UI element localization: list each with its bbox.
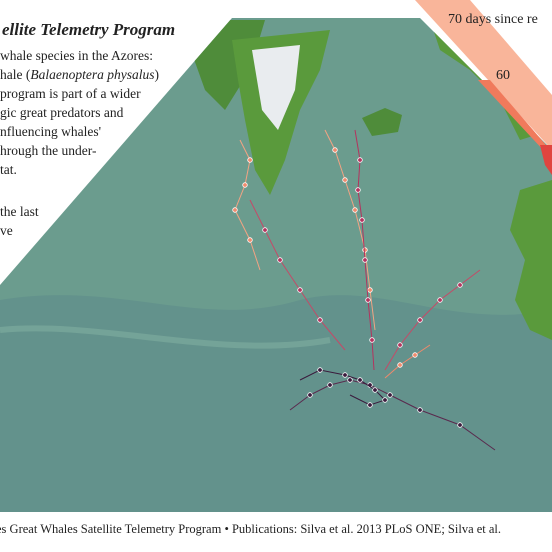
legend-tick: 60 (496, 68, 510, 83)
legend-title: 70 days since re (448, 12, 538, 27)
intro-text-part: gic great predators and (0, 105, 124, 120)
intro-text-part: program is part of a wider (0, 86, 141, 101)
intro-text-part: hale ( (0, 67, 31, 82)
intro-text-part: whale species in the Azores: (0, 48, 153, 63)
track (232, 139, 261, 271)
track (384, 269, 481, 371)
track (249, 199, 346, 351)
intro-line: whale species in the Azores: (0, 48, 153, 63)
track (354, 129, 375, 371)
title: ellite Telemetry Program (2, 20, 175, 39)
intro-text-part: ) (154, 67, 159, 82)
intro-text-part: nfluencing whales' (0, 124, 101, 139)
intro-line: tat. (0, 162, 17, 177)
intro-text-part: Balaenoptera physalus (30, 67, 154, 82)
track (299, 367, 388, 408)
intro-text-part: tat. (0, 162, 17, 177)
intro-line: hrough the under- (0, 143, 97, 158)
intro-text-part: the last (0, 204, 39, 219)
intro-line: nfluencing whales' (0, 124, 101, 139)
track (384, 344, 431, 379)
intro-text-part: ve (0, 223, 13, 238)
intro-line: gic great predators and (0, 105, 124, 120)
intro-text-part: hrough the under- (0, 143, 97, 158)
whale-tracks (232, 129, 496, 451)
footer: es Great Whales Satellite Telemetry Prog… (0, 522, 501, 536)
intro-line: ve (0, 223, 13, 238)
intro-line: hale (Balaenoptera physalus) (0, 67, 159, 82)
intro-line: the last (0, 204, 39, 219)
intro-text: whale species in the Azores: hale (Balaen… (0, 48, 159, 238)
intro-line: program is part of a wider (0, 86, 141, 101)
legend-band (478, 80, 552, 152)
legend-band (540, 145, 552, 175)
legend: 70 days since re 60 (415, 0, 552, 175)
